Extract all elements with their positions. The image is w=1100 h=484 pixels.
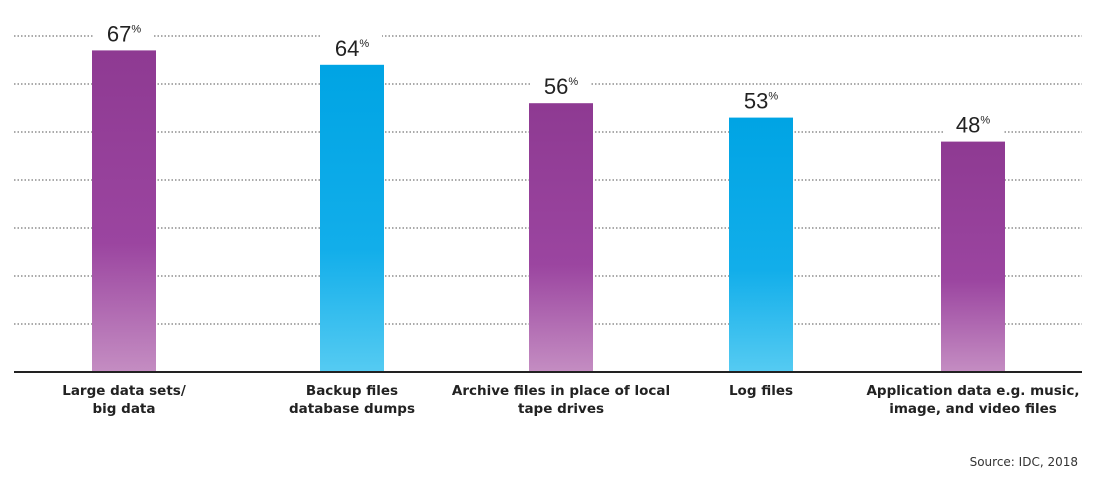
bar-4: [941, 141, 1005, 372]
value-label-bg-2: [531, 71, 591, 100]
value-label-bg-0: [94, 18, 154, 47]
value-label-2: 56%: [531, 71, 591, 100]
value-label-bg-1: [322, 32, 382, 61]
value-label-4: 48%: [943, 109, 1003, 138]
value-labels: 67% 64% 56% 53% 48%: [94, 18, 1003, 138]
value-label-0: 67%: [94, 18, 154, 47]
bars: [14, 50, 1082, 373]
category-label-3: Log files: [729, 383, 793, 399]
category-labels: Large data sets/big data Backup files data…: [62, 383, 1079, 417]
value-label-1: 64%: [322, 32, 382, 61]
value-text-2: 56%: [544, 74, 578, 99]
category-label-4: Application data e.g. music, image, and v…: [866, 383, 1079, 417]
value-label-bg-3: [731, 85, 791, 114]
bar-2: [529, 103, 593, 372]
category-label-1: Backup files database dumps: [289, 383, 415, 417]
category-label-0: Large data sets/big data: [62, 383, 186, 417]
value-text-4: 48%: [956, 113, 990, 138]
value-label-3: 53%: [731, 85, 791, 114]
gridlines: [14, 35, 1082, 325]
bar-1: [320, 64, 384, 373]
source-note: Source: IDC, 2018: [969, 455, 1078, 469]
value-label-bg-4: [943, 109, 1003, 138]
value-text-0: 67%: [107, 21, 141, 46]
value-text-1: 64%: [335, 36, 369, 61]
category-label-2: Archive files in place of local tape driv…: [452, 383, 670, 417]
bar-3: [729, 117, 793, 372]
bar-0: [92, 50, 156, 373]
value-text-3: 53%: [744, 89, 778, 114]
